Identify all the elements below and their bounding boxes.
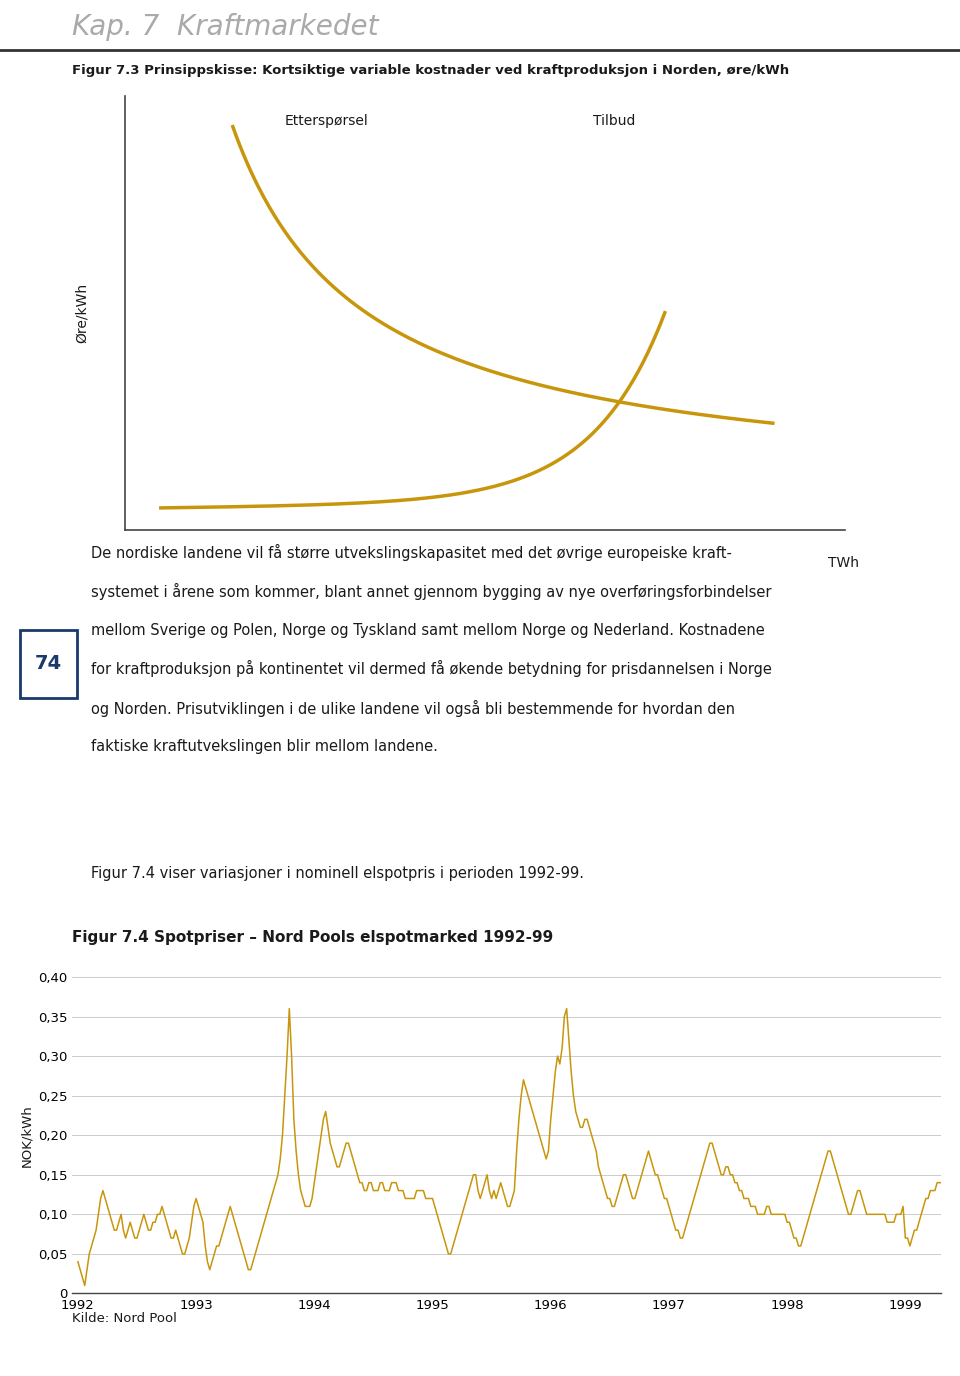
Text: TWh: TWh [828,556,859,570]
Text: 74: 74 [35,655,62,673]
Text: Kilde: Nord Pool: Kilde: Nord Pool [72,1311,177,1325]
Y-axis label: NOK/kWh: NOK/kWh [20,1104,33,1167]
Text: Tilbud: Tilbud [593,114,636,128]
Text: De nordiske landene vil få større utvekslingskapasitet med det øvrige europeiske: De nordiske landene vil få større utveks… [91,544,772,754]
FancyBboxPatch shape [20,630,77,698]
Text: Figur 7.3 Prinsippskisse: Kortsiktige variable kostnader ved kraftproduksjon i N: Figur 7.3 Prinsippskisse: Kortsiktige va… [72,65,789,77]
Text: Figur 7.4 viser variasjoner i nominell elspotpris i perioden 1992-99.: Figur 7.4 viser variasjoner i nominell e… [91,867,585,881]
Text: Øre/kWh: Øre/kWh [75,283,88,343]
Text: Figur 7.4 Spotpriser – Nord Pools elspotmarked 1992-99: Figur 7.4 Spotpriser – Nord Pools elspot… [72,930,553,944]
Text: Kap. 7  Kraftmarkedet: Kap. 7 Kraftmarkedet [72,14,378,41]
Text: Etterspørsel: Etterspørsel [284,114,369,128]
